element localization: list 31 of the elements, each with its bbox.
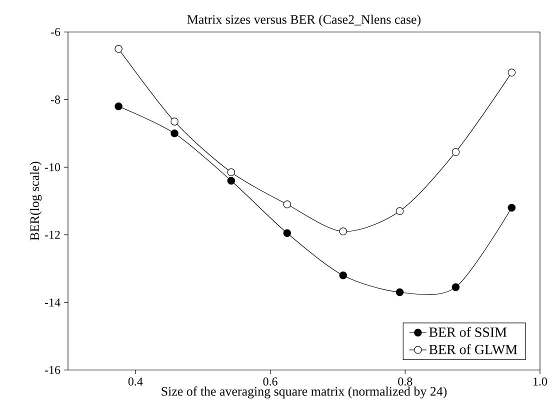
point bbox=[283, 200, 292, 208]
x-tick-label: 0.8 bbox=[398, 378, 412, 386]
point bbox=[452, 283, 460, 292]
chart-title: Matrix sizes versus BER (Case2_Nlens case) bbox=[187, 14, 421, 26]
point bbox=[339, 271, 347, 280]
y-tick-label: -10 bbox=[44, 163, 60, 172]
y-tick-label: -16 bbox=[44, 366, 60, 374]
legend-label: BER of GLWM bbox=[429, 344, 518, 354]
point bbox=[396, 207, 404, 216]
y-tick-label: -8 bbox=[50, 96, 60, 104]
x-tick-label: 0.6 bbox=[263, 378, 278, 386]
point bbox=[170, 118, 178, 126]
point bbox=[227, 176, 236, 185]
y-tick-label: -12 bbox=[44, 230, 60, 239]
x-axis-title: Size of the averaging square matrix (normalized by 24) bbox=[162, 386, 447, 398]
point bbox=[227, 168, 236, 176]
x-tick-label: 0.4 bbox=[128, 378, 143, 386]
point bbox=[339, 228, 347, 236]
y-tick-label: -14 bbox=[44, 298, 60, 306]
y-axis-title: BER(log scale) bbox=[30, 162, 42, 240]
point bbox=[508, 204, 516, 212]
point bbox=[508, 68, 516, 76]
point bbox=[114, 102, 122, 110]
y-tick-label: -6 bbox=[50, 28, 60, 36]
legend-label: BER of SSIM bbox=[429, 326, 507, 337]
point bbox=[170, 130, 178, 138]
point bbox=[452, 148, 460, 156]
point bbox=[396, 288, 404, 296]
point bbox=[283, 229, 292, 237]
x-tick-label: 1.0 bbox=[534, 378, 548, 386]
point bbox=[114, 45, 122, 53]
